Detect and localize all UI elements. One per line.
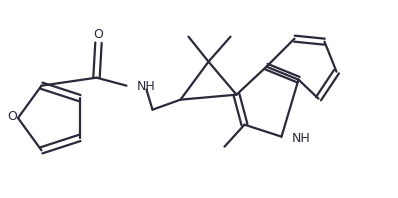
Text: O: O [7,110,17,124]
Text: O: O [94,28,103,41]
Text: NH: NH [291,132,310,145]
Text: NH: NH [137,80,155,93]
